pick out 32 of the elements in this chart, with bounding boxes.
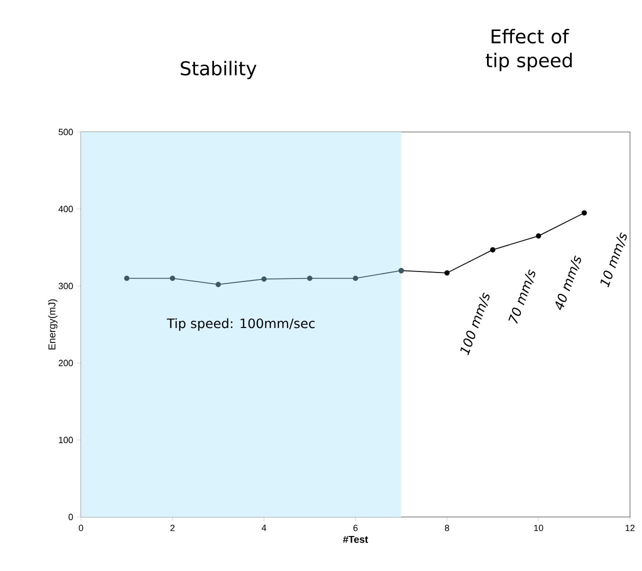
y-tick-label: 200 <box>58 360 73 366</box>
annotation: 10 mm/s <box>600 232 627 288</box>
point <box>170 276 176 281</box>
x-tick-label: 10 <box>534 524 544 532</box>
x-tick-label: 0 <box>78 524 84 532</box>
annotation: 40 mm/s <box>555 256 581 310</box>
x-tick-label: 8 <box>444 524 450 532</box>
y-tick-label: 0 <box>68 514 73 520</box>
point <box>124 276 130 281</box>
point <box>352 276 358 281</box>
point <box>444 270 450 276</box>
x-tick-label: 12 <box>626 524 635 532</box>
point <box>307 276 312 281</box>
x-axis-title: #Test <box>343 536 368 543</box>
text: Stability <box>180 60 256 80</box>
y-tick-label: 500 <box>58 128 73 136</box>
annotation: Tip speed: 100mm/sec <box>166 318 315 331</box>
point <box>261 276 267 282</box>
text: Effect of tip speed <box>486 28 572 72</box>
point <box>490 247 496 252</box>
point <box>582 210 587 216</box>
point <box>536 233 542 239</box>
x-tick-label: 2 <box>170 524 175 532</box>
y-tick-label: 100 <box>58 436 73 444</box>
annotation: 100 mm/s <box>460 292 490 356</box>
x-tick-label: 4 <box>262 524 266 531</box>
y-tick-label: 400 <box>58 206 73 212</box>
annotation: 70 mm/s <box>508 269 536 324</box>
y-tick-label: 300 <box>58 282 73 290</box>
y-axis-title: Energy(mJ) <box>48 299 58 350</box>
x-tick-label: 6 <box>353 524 358 532</box>
point <box>216 282 221 288</box>
